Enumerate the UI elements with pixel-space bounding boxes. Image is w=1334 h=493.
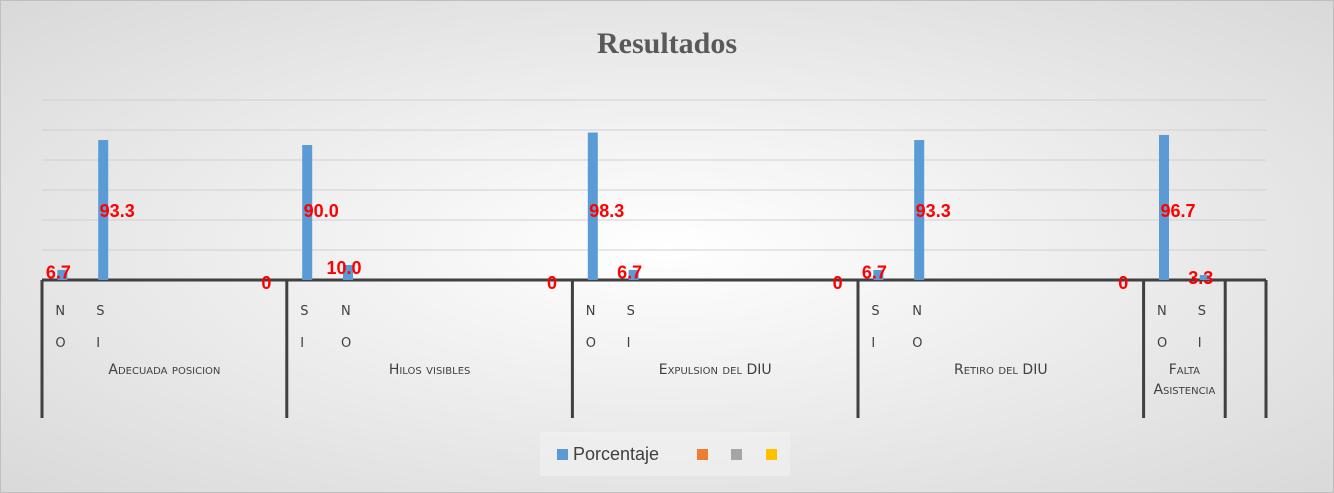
x-tick-label: SI xyxy=(1197,304,1207,351)
bar xyxy=(914,140,925,280)
x-tick-label-box: SI xyxy=(626,304,635,351)
data-label: 0 xyxy=(1118,273,1128,293)
data-label: 10.0 xyxy=(326,258,361,278)
x-tick-label: NO xyxy=(585,304,597,351)
data-label: 98.3 xyxy=(589,201,624,221)
group-label-box: Expulsion del DIU xyxy=(658,362,772,378)
data-label: 90.0 xyxy=(304,201,339,221)
x-tick-label-box: NO xyxy=(585,304,597,351)
data-label: 6.7 xyxy=(46,263,71,283)
bar xyxy=(98,140,109,280)
bar xyxy=(343,265,353,280)
data-label: 93.3 xyxy=(916,201,951,221)
x-tick-label: SI xyxy=(871,304,880,351)
x-tick-label: NO xyxy=(1157,304,1168,351)
group-label-box: Adecuada posicion xyxy=(108,362,221,378)
group-label: Adecuada posicion xyxy=(108,362,221,378)
bar xyxy=(1199,275,1210,280)
legend: Porcentaje xyxy=(540,432,790,476)
legend-swatch xyxy=(766,449,777,460)
x-tick-label-box: SI xyxy=(300,304,309,351)
legend-label: Porcentaje xyxy=(573,444,659,464)
x-tick-label: SI xyxy=(300,304,309,351)
data-label: 3.3 xyxy=(1188,268,1213,288)
group-label: Hilos visibles xyxy=(388,362,471,378)
data-label: 6.7 xyxy=(617,263,642,283)
x-tick-label: NO xyxy=(55,304,66,351)
group-label: Retiro del DIU xyxy=(954,362,1048,378)
data-label: 0 xyxy=(833,273,843,293)
bar xyxy=(302,145,313,280)
bar xyxy=(628,269,639,280)
x-tick-label-box: SI xyxy=(871,304,880,351)
x-tick-label: SI xyxy=(626,304,635,351)
group-label: Expulsion del DIU xyxy=(658,362,772,378)
bar xyxy=(57,269,68,280)
bar xyxy=(587,132,598,280)
x-tick-label: SI xyxy=(96,304,105,351)
data-label: 96.7 xyxy=(1160,201,1195,221)
x-tick-label-box: NO xyxy=(1157,304,1168,351)
x-tick-label-box: NO xyxy=(912,304,923,351)
bar xyxy=(873,269,884,280)
group-label-box: Falta Asistencia xyxy=(1153,362,1216,398)
group-label-box: Hilos visibles xyxy=(388,362,471,378)
x-tick-label-box: SI xyxy=(1197,304,1207,351)
data-label: 0 xyxy=(547,273,557,293)
x-tick-label-box: SI xyxy=(96,304,105,351)
x-tick-label: NO xyxy=(341,304,352,351)
data-label: 0 xyxy=(261,273,271,293)
legend-swatch xyxy=(557,449,568,460)
legend-swatch xyxy=(697,449,708,460)
data-label: 6.7 xyxy=(862,263,887,283)
bar xyxy=(1159,134,1169,280)
data-label: 93.3 xyxy=(100,201,135,221)
legend-swatch xyxy=(731,449,742,460)
x-tick-label-box: NO xyxy=(55,304,66,351)
chart-title: Resultados xyxy=(597,27,737,60)
legend-box xyxy=(540,432,790,476)
x-tick-label: NO xyxy=(912,304,923,351)
group-label: Falta Asistencia xyxy=(1153,362,1216,398)
group-label-box: Retiro del DIU xyxy=(954,362,1048,378)
x-tick-label-box: NO xyxy=(341,304,352,351)
